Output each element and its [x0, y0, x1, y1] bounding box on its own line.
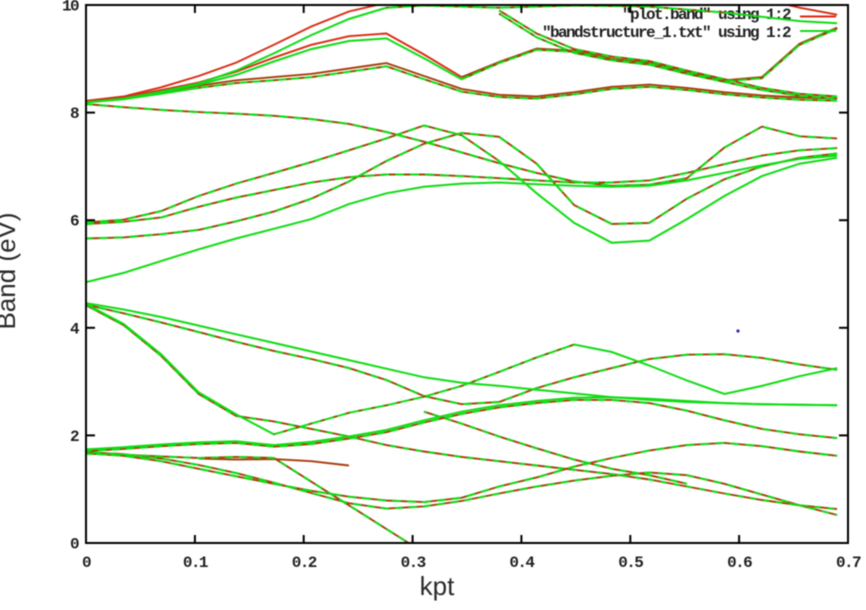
- svg-text:Band (eV): Band (eV): [0, 212, 21, 329]
- svg-text:0: 0: [70, 536, 79, 554]
- svg-text:0.7: 0.7: [836, 554, 861, 572]
- svg-text:0.1: 0.1: [183, 554, 208, 572]
- svg-text:4: 4: [70, 320, 80, 338]
- svg-text:"bandstructure_1.txt" using 1:: "bandstructure_1.txt" using 1:2: [542, 24, 791, 42]
- svg-text:8: 8: [70, 105, 79, 123]
- svg-text:kpt: kpt: [420, 571, 455, 601]
- svg-text:0.3: 0.3: [401, 554, 426, 572]
- svg-text:0: 0: [82, 554, 91, 572]
- svg-text:0.2: 0.2: [292, 554, 317, 572]
- svg-text:2: 2: [70, 428, 79, 446]
- svg-text:0.5: 0.5: [618, 554, 643, 572]
- svg-text:"plot.band" using 1:2: "plot.band" using 1:2: [622, 6, 791, 24]
- svg-text:6: 6: [70, 213, 79, 231]
- svg-text:10: 10: [62, 0, 79, 16]
- svg-text:0.6: 0.6: [727, 554, 752, 572]
- svg-text:0.4: 0.4: [509, 554, 535, 572]
